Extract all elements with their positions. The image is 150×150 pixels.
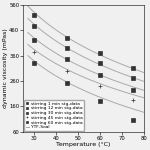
stirring 30 min stg-data	[132, 89, 134, 91]
stirring 1 min stg-data	[132, 67, 134, 69]
stirring 1 min stg-data	[66, 37, 68, 39]
stirring 12 min stg-data	[66, 47, 68, 49]
Line: stirring 12 min stg-data: stirring 12 min stg-data	[33, 25, 134, 80]
stirring 60 min stg-data	[66, 82, 68, 84]
Line: stirring 30 min stg-data: stirring 30 min stg-data	[33, 39, 134, 91]
X-axis label: Temperature (°C): Temperature (°C)	[56, 142, 111, 147]
Line: stirring 45 min stg-data: stirring 45 min stg-data	[32, 49, 135, 102]
stirring 12 min stg-data	[99, 62, 101, 64]
stirring 30 min stg-data	[33, 39, 35, 41]
Legend: stirring 1 min stg-data, stirring 12 min stg-data, stirring 30 min stg-data, sti: stirring 1 min stg-data, stirring 12 min…	[24, 100, 84, 131]
Y-axis label: dynamic viscosity (mPas): dynamic viscosity (mPas)	[3, 28, 8, 108]
stirring 1 min stg-data	[99, 52, 101, 54]
stirring 12 min stg-data	[33, 26, 35, 27]
stirring 30 min stg-data	[99, 74, 101, 75]
stirring 1 min stg-data	[33, 14, 35, 16]
stirring 60 min stg-data	[33, 62, 35, 64]
stirring 45 min stg-data	[33, 51, 35, 53]
stirring 45 min stg-data	[66, 70, 68, 72]
stirring 12 min stg-data	[132, 77, 134, 79]
stirring 45 min stg-data	[132, 99, 134, 101]
stirring 45 min stg-data	[99, 85, 101, 87]
Line: stirring 1 min stg-data: stirring 1 min stg-data	[33, 13, 134, 70]
stirring 60 min stg-data	[132, 119, 134, 121]
Line: stirring 60 min stg-data: stirring 60 min stg-data	[33, 62, 134, 122]
stirring 30 min stg-data	[66, 58, 68, 60]
stirring 60 min stg-data	[99, 100, 101, 102]
